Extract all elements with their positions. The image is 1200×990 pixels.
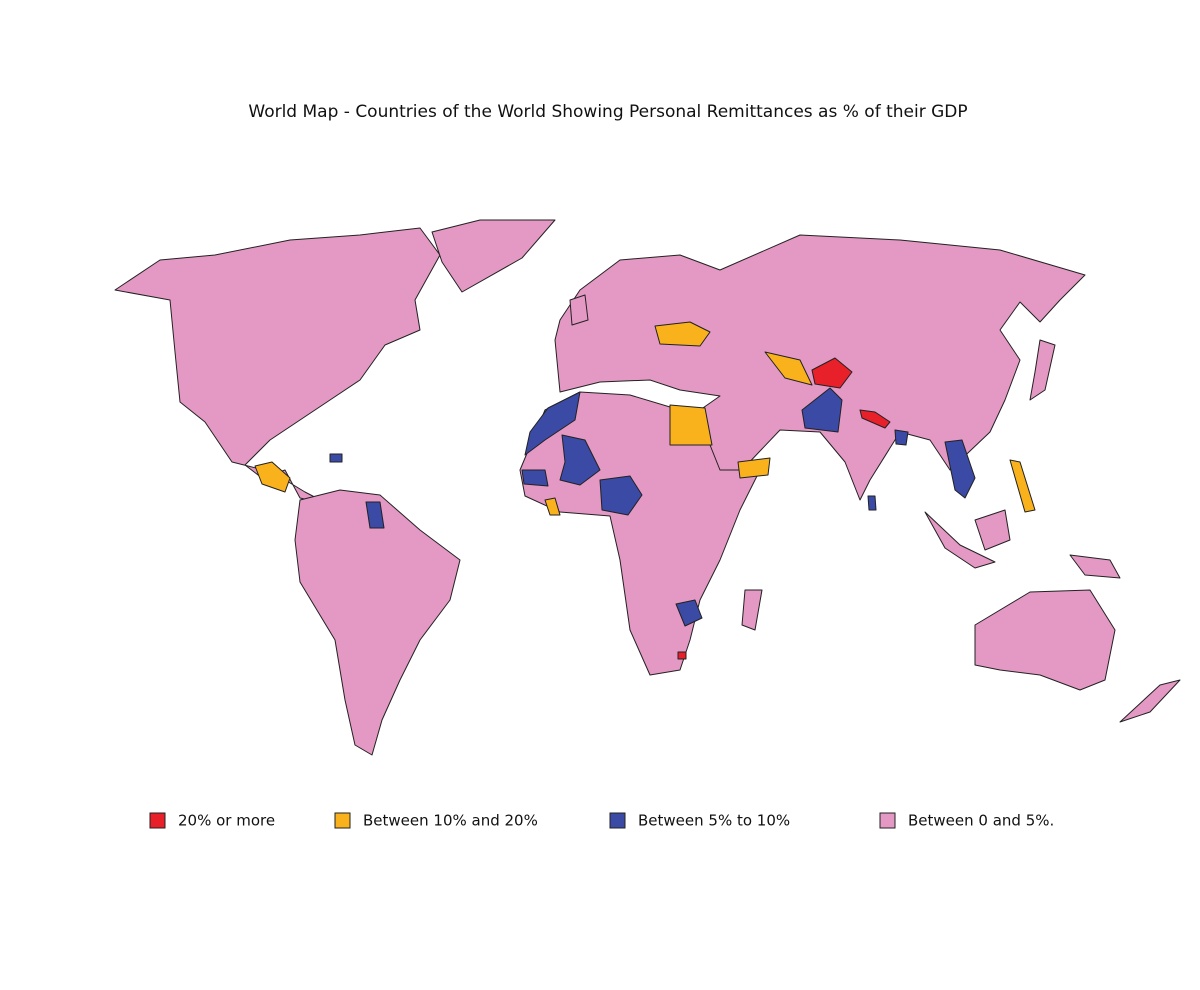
legend-label: Between 10% and 20%	[363, 812, 538, 830]
legend-swatch	[149, 812, 166, 829]
nigeria	[599, 475, 643, 516]
japan	[1029, 339, 1056, 401]
bangladesh	[894, 429, 909, 446]
madagascar	[741, 589, 763, 631]
morocco	[524, 391, 581, 456]
legend-swatch	[609, 812, 626, 829]
nepal	[859, 409, 891, 429]
tajikistan-kyrgyzstan	[811, 357, 853, 389]
legend-swatch	[334, 812, 351, 829]
south-america	[294, 489, 461, 756]
borneo	[974, 509, 1011, 551]
egypt	[669, 404, 713, 446]
zimbabwe	[675, 599, 703, 627]
ukraine	[654, 321, 711, 347]
map-title: World Map - Countries of the World Showi…	[248, 102, 967, 122]
australia	[974, 589, 1116, 691]
legend-label: 20% or more	[178, 812, 275, 830]
senegal	[521, 469, 549, 487]
greenland	[431, 219, 556, 293]
uk	[569, 294, 589, 326]
uzbekistan	[764, 351, 813, 386]
vietnam	[944, 439, 976, 499]
haiti	[329, 453, 343, 463]
philippines	[1009, 459, 1036, 513]
legend-label: Between 5% to 10%	[638, 812, 790, 830]
liberia	[544, 497, 561, 516]
new-guinea	[1069, 554, 1121, 579]
mali	[559, 434, 601, 486]
new-zealand	[1119, 679, 1181, 723]
legend: 20% or more Between 10% and 20% Between 5%…	[149, 812, 1054, 830]
guyana	[365, 501, 385, 529]
sri-lanka	[867, 495, 877, 511]
yemen	[737, 457, 771, 479]
legend-label: Between 0 and 5%.	[908, 812, 1054, 830]
lesotho	[677, 651, 687, 660]
legend-swatch	[879, 812, 896, 829]
pakistan	[801, 387, 843, 433]
north-america	[114, 227, 441, 506]
world-map	[114, 219, 1181, 756]
indonesia	[924, 511, 996, 569]
central-america	[254, 461, 291, 493]
